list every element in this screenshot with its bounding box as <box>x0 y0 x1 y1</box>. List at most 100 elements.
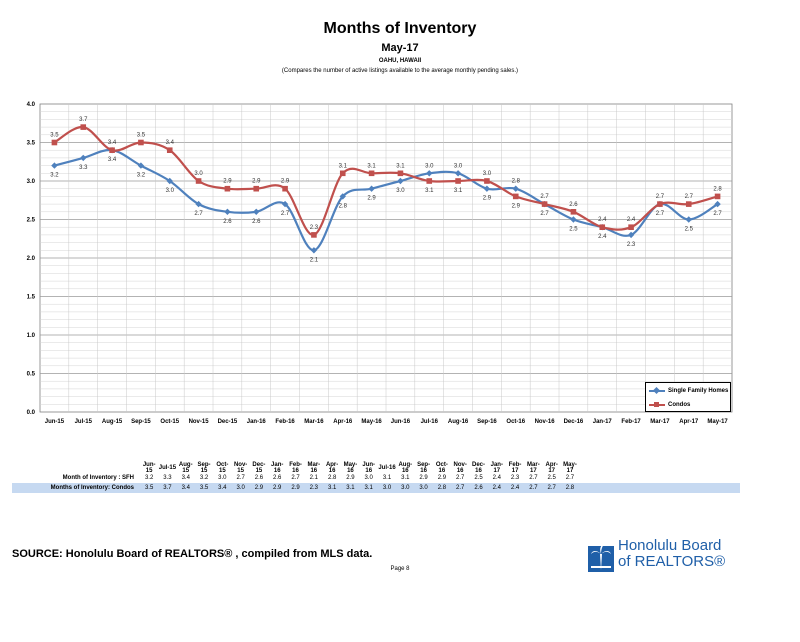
data-label-condos: 3.5 <box>50 133 59 139</box>
x-tick-label: Nov-16 <box>535 419 556 425</box>
data-label-sfh: 3.2 <box>137 173 146 179</box>
data-point-condos <box>599 224 606 230</box>
data-point-condos <box>397 170 404 177</box>
logo-line-1: Honolulu Board <box>618 537 722 554</box>
data-point-sfh <box>137 162 145 169</box>
legend-swatch-sfh <box>649 386 665 395</box>
data-label-condos: 3.4 <box>108 140 117 146</box>
data-label-sfh: 2.9 <box>483 196 492 202</box>
table-col-header: Feb-16 <box>289 462 302 474</box>
data-point-condos <box>512 193 519 200</box>
table-col-header: Jul-16 <box>378 465 396 471</box>
x-tick-label: Jan-16 <box>247 419 267 425</box>
table-row-label: Month of Inventory : SFH <box>62 475 134 481</box>
table-cell: 3.2 <box>199 475 209 481</box>
data-point-condos <box>368 170 375 177</box>
chart-subtitle: May-17 <box>381 42 419 54</box>
table-cell: 2.9 <box>419 475 428 481</box>
x-tick-label: Dec-15 <box>218 419 238 425</box>
table-col-header: Oct-16 <box>435 462 448 474</box>
table-cell: 3.0 <box>364 475 373 481</box>
table-cell: 3.0 <box>401 485 410 491</box>
table-cell: 2.3 <box>309 485 318 491</box>
legend-label-condos: Condos <box>668 402 691 408</box>
data-label-condos: 2.7 <box>540 194 549 200</box>
x-tick-label: Dec-16 <box>564 419 584 425</box>
data-point-condos <box>455 178 461 184</box>
data-point-condos <box>339 170 346 177</box>
legend-item-sfh: Single Family Homes <box>646 385 730 397</box>
table-col-header: Apr-16 <box>325 462 339 474</box>
data-point-condos <box>541 201 548 207</box>
table-row-condos: Months of Inventory: Condos 3.5 3.7 3.4 3.5… <box>12 483 740 493</box>
y-tick-label: 3.5 <box>27 141 36 147</box>
data-label-sfh: 2.6 <box>252 219 261 225</box>
logo-text: Honolulu Board of REALTORS® <box>618 538 725 570</box>
data-label-sfh: 3.3 <box>79 165 88 171</box>
source-note: SOURCE: Honolulu Board of REALTORS® , co… <box>12 548 373 560</box>
table-cell: 2.9 <box>273 485 282 491</box>
x-tick-label: Jul-16 <box>421 419 439 425</box>
data-label-condos: 2.7 <box>685 194 694 200</box>
x-tick-label: Apr-16 <box>333 419 353 425</box>
months-of-inventory-chart: 0.0 0.5 1.0 1.5 2.0 2.5 3.0 3.5 4.0 Jun-15 Jul-15 A… <box>27 102 733 425</box>
legend-item-condos: Condos <box>646 399 730 411</box>
data-point-condos <box>195 178 202 184</box>
data-point-sfh <box>368 185 375 192</box>
data-point-sfh <box>339 193 346 200</box>
table-cell: 3.5 <box>199 485 209 491</box>
table-cell: 3.0 <box>236 485 245 491</box>
table-cell: 2.8 <box>327 475 337 481</box>
y-tick-label: 2.5 <box>27 218 36 224</box>
table-header-row: Jun-15 Jul-15 Aug-15 Sep-15 Oct-15 Nov-15 Dec-… <box>12 462 740 474</box>
table-col-header: Jan-16 <box>271 462 284 474</box>
data-point-sfh <box>397 177 404 185</box>
table-col-header: Jun-15 <box>142 462 156 474</box>
table-col-header: May-17 <box>563 462 577 474</box>
data-label-condos: 3.0 <box>194 171 203 177</box>
data-label-sfh: 2.7 <box>281 211 290 217</box>
data-label-sfh: 2.3 <box>627 242 636 248</box>
x-tick-label: Sep-15 <box>131 419 151 425</box>
data-point-sfh <box>454 170 462 177</box>
data-label-condos: 2.9 <box>512 203 521 209</box>
legend-swatch-condos <box>649 402 665 408</box>
data-label-condos: 2.4 <box>627 217 636 223</box>
data-point-sfh <box>714 200 721 208</box>
table-cell: 2.3 <box>510 475 520 481</box>
table-col-header: Sep-15 <box>197 462 211 474</box>
table-cell: 3.4 <box>181 475 190 481</box>
table-col-header: Aug-16 <box>398 462 413 474</box>
table-col-header: May-16 <box>343 462 358 474</box>
data-label-sfh: 2.9 <box>367 196 376 202</box>
x-tick-label: Oct-16 <box>506 419 525 425</box>
page-title: Months of Inventory <box>323 20 477 37</box>
x-tick-label: May-17 <box>707 419 728 425</box>
data-label-condos: 2.3 <box>310 225 319 231</box>
data-point-condos <box>224 185 231 192</box>
data-point-condos <box>166 147 173 153</box>
x-tick-label: Nov-15 <box>189 419 210 425</box>
x-tick-label: May-16 <box>361 419 382 425</box>
data-point-condos <box>714 193 721 200</box>
logo-line-2: of REALTORS® <box>618 553 726 570</box>
data-point-condos <box>138 139 144 146</box>
table-cell: 3.0 <box>419 485 428 491</box>
table-cell: 3.2 <box>144 475 154 481</box>
table-row-sfh: Month of Inventory : SFH 3.2 3.3 3.4 3.2 3.0… <box>12 473 740 483</box>
table-cell: 2.4 <box>510 485 520 491</box>
x-tick-label: Jun-16 <box>391 419 411 425</box>
table-cell: 3.5 <box>144 485 154 491</box>
table-cell: 2.8 <box>437 485 447 491</box>
table-cell: 3.4 <box>218 485 227 491</box>
data-point-sfh <box>685 216 692 223</box>
table-cell: 2.9 <box>346 475 355 481</box>
table-cell: 2.9 <box>291 485 300 491</box>
data-point-condos <box>80 124 87 130</box>
data-point-sfh <box>80 154 87 162</box>
data-point-sfh <box>195 200 202 208</box>
x-tick-label: Jan-17 <box>593 419 613 425</box>
x-tick-label: Aug-16 <box>448 419 469 425</box>
x-tick-label: Feb-16 <box>275 419 295 425</box>
location-label: OAHU, HAWAII <box>378 58 422 64</box>
